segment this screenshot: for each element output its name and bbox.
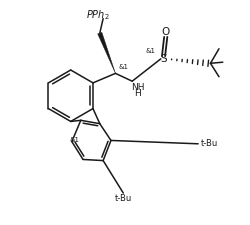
Text: t-Bu: t-Bu <box>114 194 131 203</box>
Text: H: H <box>134 90 140 99</box>
Text: &1: &1 <box>70 137 79 144</box>
Polygon shape <box>97 32 115 73</box>
Text: NH: NH <box>130 83 144 92</box>
Text: S: S <box>160 54 166 64</box>
Text: t-Bu: t-Bu <box>200 139 217 148</box>
Text: PPh$_2$: PPh$_2$ <box>86 8 109 22</box>
Text: O: O <box>161 27 169 36</box>
Text: &1: &1 <box>118 64 128 70</box>
Text: &1: &1 <box>145 48 155 54</box>
